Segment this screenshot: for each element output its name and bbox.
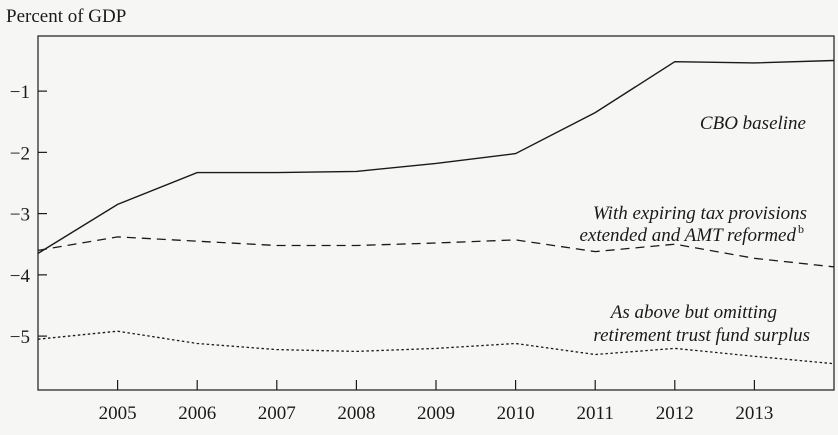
x-tick-label: 2009 bbox=[417, 403, 455, 424]
x-tick-label: 2012 bbox=[656, 403, 694, 424]
label-tax-provisions-line2: extended and AMT reformed bbox=[579, 225, 796, 246]
label-retirement-line1: As above but omitting bbox=[609, 302, 777, 323]
label-cbo-baseline: CBO baseline bbox=[700, 113, 806, 134]
label-tax-provisions-line1: With expiring tax provisions bbox=[593, 203, 807, 224]
x-tick-label: 2011 bbox=[577, 403, 614, 424]
retirement-surplus-line bbox=[37, 330, 835, 365]
label-tax-provisions-superscript: b bbox=[798, 222, 804, 236]
cbo-baseline-line bbox=[37, 59, 835, 254]
x-axis: 2005 2006 2007 2008 2009 2010 2011 2012 2013 bbox=[99, 380, 773, 424]
tax-provisions-line bbox=[37, 236, 835, 268]
x-tick-label: 2005 bbox=[99, 403, 137, 424]
y-axis-title: Percent of GDP bbox=[6, 6, 126, 27]
y-tick-label: −1 bbox=[10, 82, 30, 103]
y-tick-label: −2 bbox=[10, 143, 30, 164]
y-axis: −1 −2 −3 −4 −5 bbox=[10, 82, 47, 348]
x-tick-label: 2006 bbox=[178, 403, 216, 424]
x-tick-label: 2008 bbox=[337, 403, 375, 424]
y-tick-label: −3 bbox=[10, 205, 30, 226]
x-tick-label: 2007 bbox=[258, 403, 296, 424]
y-tick-label: −5 bbox=[10, 327, 30, 348]
x-tick-label: 2013 bbox=[735, 403, 773, 424]
label-retirement-line2: retirement trust fund surplus bbox=[593, 325, 810, 346]
x-tick-label: 2010 bbox=[497, 403, 535, 424]
y-tick-label: −4 bbox=[10, 266, 31, 287]
series-lines bbox=[37, 59, 835, 365]
